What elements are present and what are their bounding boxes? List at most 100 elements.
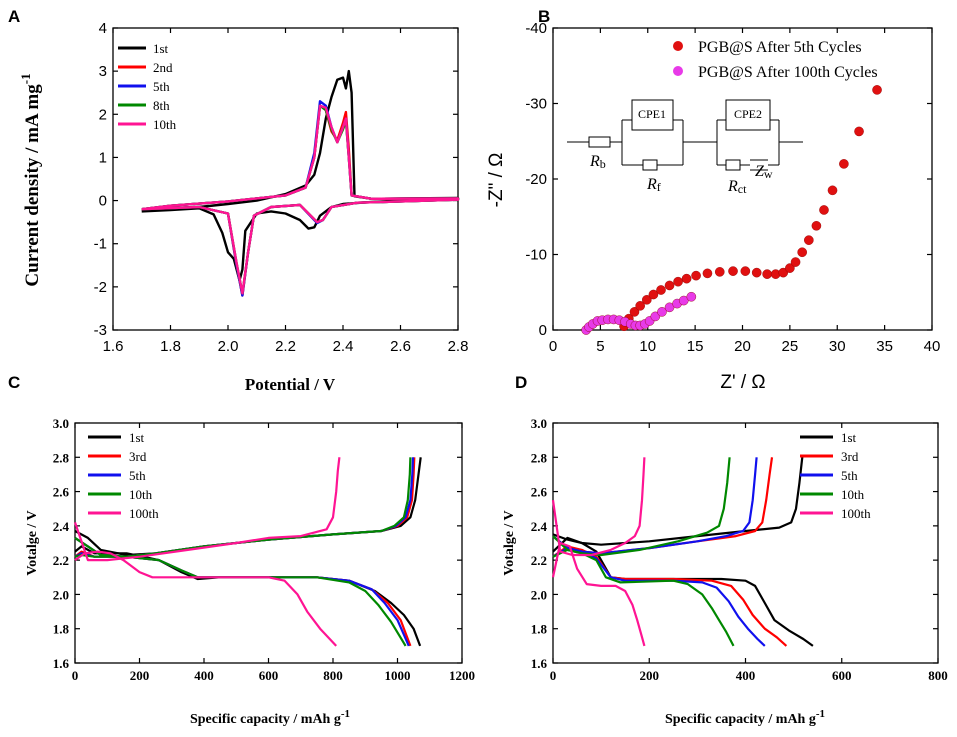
nyquist-point-5th (804, 235, 814, 245)
x-tick-label: 1000 (385, 668, 411, 683)
legend-label: PGB@S After 100th Cycles (698, 64, 878, 81)
discharge-curve-10th (552, 548, 735, 647)
x-tick-label: 400 (194, 668, 214, 683)
y-tick-label: 4 (99, 20, 107, 37)
x-tick-label: 2.8 (448, 338, 469, 355)
resistor-rf (642, 159, 658, 171)
y-tick-label: -20 (525, 171, 547, 188)
nyquist-point-5th (797, 247, 807, 258)
label-zw: Zw (755, 163, 773, 181)
legend-label: 10th (153, 117, 177, 132)
legend-label: 1st (841, 430, 857, 445)
label-rf: Rf (646, 176, 661, 194)
panel-label: C (8, 373, 20, 392)
y-axis-label: Current density / mA mg-1 (18, 73, 43, 286)
discharge-curve-5th (74, 552, 410, 647)
x-tick-label: 1200 (449, 668, 475, 683)
nyquist-point-5th (819, 205, 829, 215)
panel-label: D (515, 373, 527, 392)
charge-curve-100th (551, 457, 646, 557)
nyquist-point-5th (827, 185, 838, 196)
legend-marker (673, 66, 683, 76)
x-tick-label: 0 (550, 668, 557, 683)
label-rb-sub: b (600, 157, 606, 171)
legend-label: 2nd (153, 60, 173, 75)
x-tick-label: 20 (734, 338, 751, 355)
x-tick-label: 200 (640, 668, 660, 683)
legend-label: 1st (129, 430, 145, 445)
y-tick-label: 2.4 (531, 519, 548, 534)
discharge-curve-1st (552, 536, 814, 647)
cv-curve-10th (141, 104, 460, 295)
discharge-curve-100th (551, 541, 646, 647)
x-tick-label: 1.8 (160, 338, 181, 355)
y-tick-label: 1.8 (531, 622, 548, 637)
x-axis-label-sup: -1 (816, 708, 825, 720)
label-zw-sub: w (764, 167, 773, 181)
y-tick-label: 1.6 (531, 656, 548, 671)
y-axis-label: Votalge / V (25, 510, 40, 575)
nyquist-point-100th (650, 311, 661, 322)
nyquist-point-5th (702, 268, 713, 279)
x-axis-label-text: Specific capacity / mAh g (665, 712, 816, 727)
y-tick-label: 3.0 (53, 416, 69, 431)
nyquist-point-5th (648, 289, 659, 300)
discharge-curve-5th (552, 547, 766, 647)
y-tick-label: -40 (525, 20, 547, 37)
x-tick-label: 800 (323, 668, 343, 683)
x-axis-label: Potential / V (245, 375, 336, 394)
x-tick-label: 30 (829, 338, 846, 355)
nyquist-point-5th (790, 257, 801, 267)
nyquist-point-100th (664, 302, 675, 313)
legend-label: 5th (153, 79, 170, 94)
resistor-rct (725, 159, 741, 171)
warburg-element (750, 159, 768, 171)
circuit-wires (567, 119, 803, 166)
panel-b: B 0 5 10 15 20 25 30 35 40 0 -10 -20 -30 -40 PGB@S Afte… (486, 7, 940, 393)
panel-label: A (8, 7, 20, 26)
legend-label: 5th (129, 468, 146, 483)
charge-curve-10th (552, 457, 731, 557)
panel-label: B (538, 7, 550, 26)
legend-label: 5th (841, 468, 858, 483)
y-tick-label: 1 (99, 149, 107, 166)
nyquist-point-5th (664, 280, 675, 291)
x-tick-label: 10 (639, 338, 656, 355)
x-tick-label: 40 (924, 338, 941, 355)
legend-label: PGB@S After 5th Cycles (698, 39, 862, 56)
x-tick-label: 600 (259, 668, 279, 683)
panel-a: A 1.6 1.8 2.0 2.2 2.4 2.6 2.8 -3 -2 -1 0 1 2 3 4 1st 2nd 5… (8, 7, 468, 394)
y-tick-label: 2.2 (53, 553, 69, 568)
y-tick-label: 2.8 (53, 450, 70, 465)
legend-label: 3rd (841, 449, 859, 464)
nyquist-point-5th (635, 301, 645, 311)
y-tick-label: 0 (539, 322, 547, 339)
x-axis-label: Z' / Ω (720, 372, 765, 393)
nyquist-point-5th (691, 270, 701, 281)
cpe2-label: CPE2 (734, 107, 762, 121)
y-tick-label: 2.4 (53, 519, 70, 534)
x-tick-label: 600 (832, 668, 852, 683)
y-tick-label: 3.0 (531, 416, 547, 431)
legend-label: 100th (129, 506, 159, 521)
nyquist-point-100th (686, 291, 697, 302)
nyquist-point-5th (681, 273, 692, 284)
cpe2-box (725, 99, 771, 131)
nyquist-point-5th (872, 85, 882, 95)
nyquist-point-5th (673, 276, 683, 287)
y-tick-label: 0 (99, 193, 107, 210)
nyquist-point-5th (629, 307, 640, 317)
x-tick-label: 800 (928, 668, 948, 683)
x-tick-label: 1.6 (103, 338, 124, 355)
y-tick-label: 2 (99, 106, 107, 123)
cpe1-box (631, 99, 674, 131)
cv-curve-1st (141, 69, 460, 282)
y-tick-label: -2 (94, 279, 107, 296)
label-rb-main: R (589, 153, 600, 170)
y-tick-label: -1 (94, 236, 107, 253)
legend-label: 3rd (129, 449, 147, 464)
y-tick-label: 2.2 (531, 553, 547, 568)
label-rct: Rct (727, 178, 747, 196)
y-tick-label: 2.8 (531, 450, 548, 465)
